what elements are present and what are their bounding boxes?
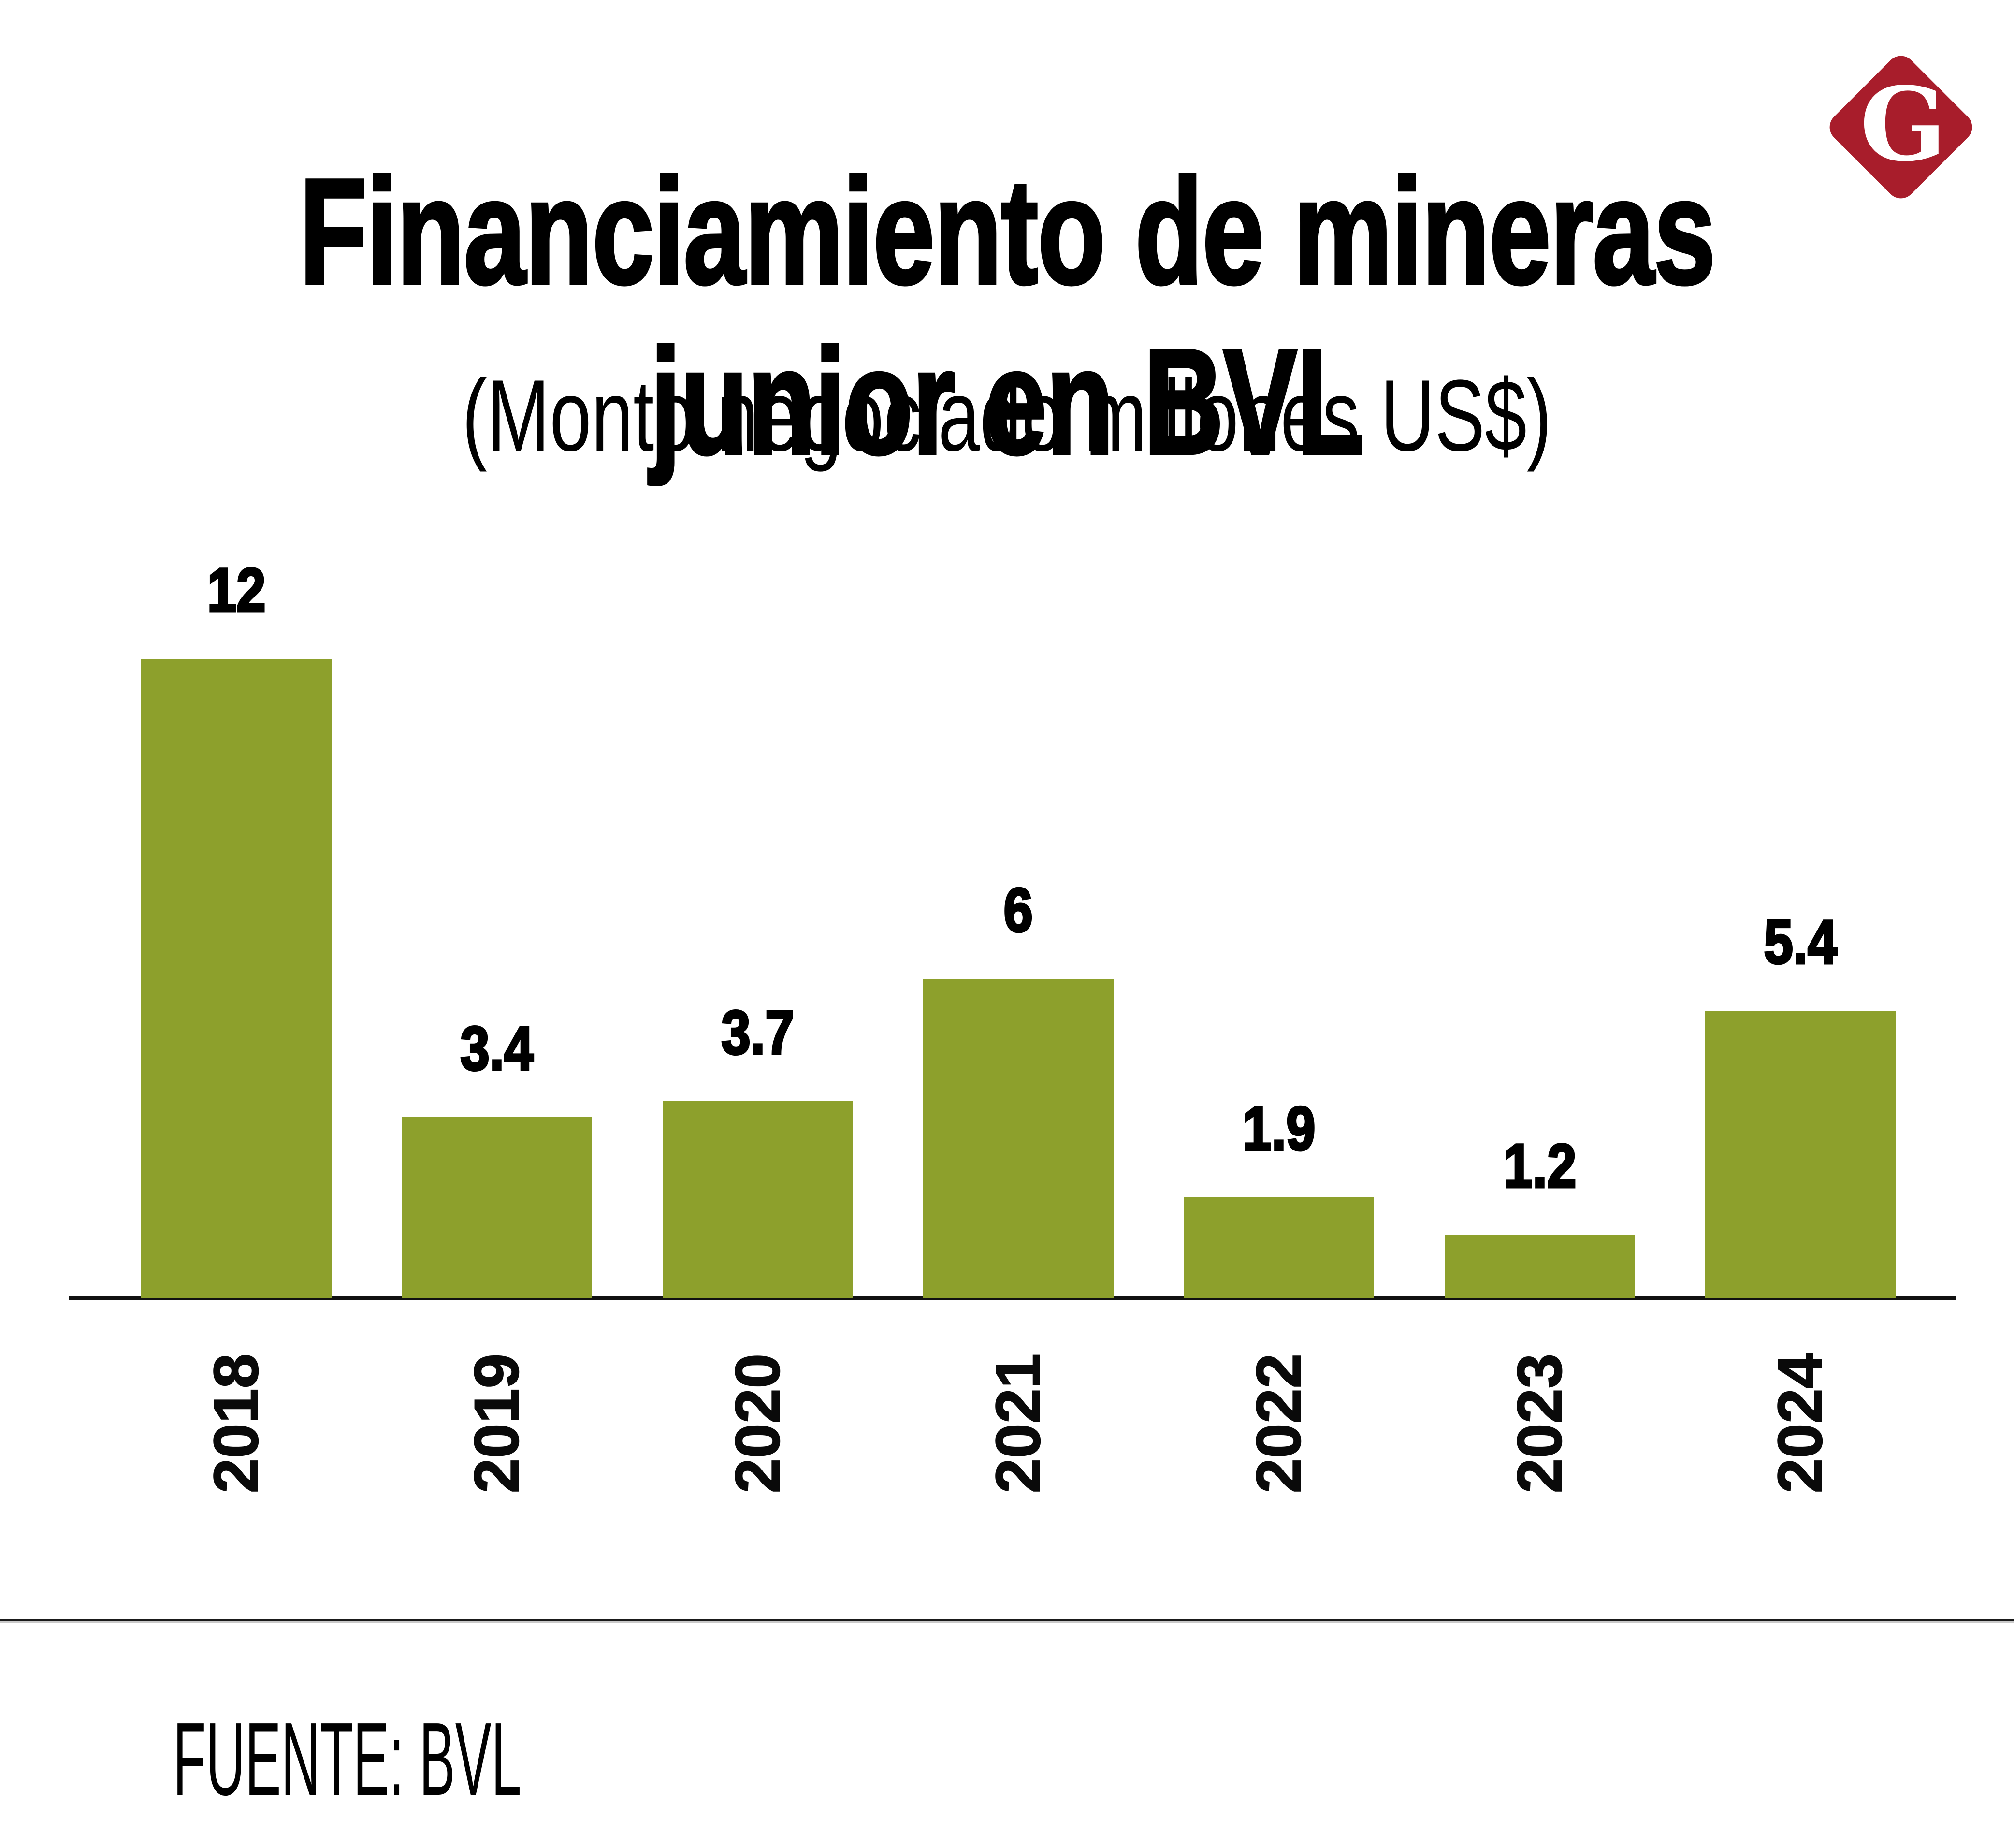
title-line-1: Financiamiento de mineras <box>298 146 1716 317</box>
value-label-2021: 6 <box>1003 875 1034 945</box>
x-axis-label-2021: 2021 <box>982 1353 1054 1494</box>
footer-divider <box>0 1619 2014 1623</box>
source-credit: FUENTE: BVL <box>173 1701 522 1817</box>
chart-subtitle-text: (Monto negociado millones US$) <box>462 359 1552 472</box>
page-title: Financiamiento de mineras junior en BVL <box>0 146 2014 487</box>
bar-2019 <box>402 1117 593 1298</box>
chart-subtitle: (Monto negociado millones US$) <box>0 355 2014 477</box>
x-axis-label-2019: 2019 <box>461 1353 532 1494</box>
value-label-2023: 1.2 <box>1502 1131 1577 1201</box>
x-axis-label-2022: 2022 <box>1243 1353 1314 1494</box>
title-line-2: junior en BVL <box>649 316 1366 487</box>
x-axis-line <box>69 1296 1956 1300</box>
value-label-2022: 1.9 <box>1241 1094 1316 1164</box>
value-label-2018: 12 <box>206 556 266 625</box>
value-label-2024: 5.4 <box>1763 907 1838 977</box>
value-label-2019: 3.4 <box>460 1014 535 1084</box>
bar-2018 <box>141 659 332 1298</box>
bar-2020 <box>662 1101 853 1298</box>
x-axis-label-2023: 2023 <box>1504 1353 1575 1494</box>
bar-2024 <box>1705 1010 1896 1298</box>
x-axis-label-2018: 2018 <box>200 1353 272 1494</box>
bar-2022 <box>1184 1197 1375 1298</box>
value-label-2020: 3.7 <box>720 998 795 1068</box>
bar-2021 <box>923 978 1114 1298</box>
x-axis-label-2024: 2024 <box>1764 1353 1836 1494</box>
x-axis-label-2020: 2020 <box>722 1353 793 1494</box>
bar-2023 <box>1444 1234 1635 1298</box>
